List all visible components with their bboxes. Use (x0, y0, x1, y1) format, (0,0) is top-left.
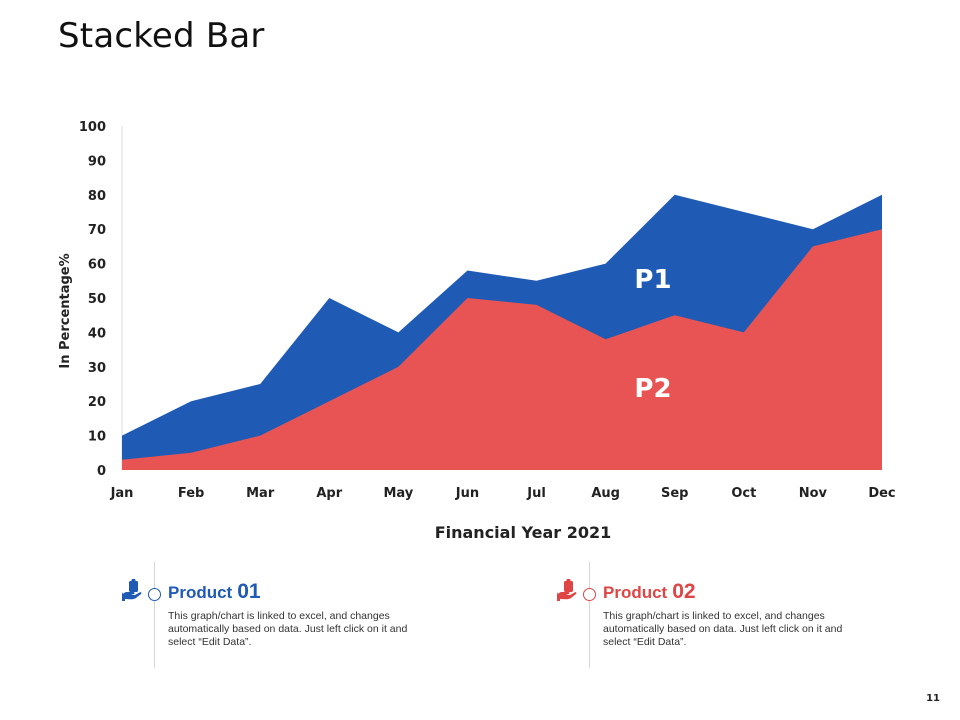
x-axis-ticks: Jan Feb Mar Apr May Jun Jul Aug Sep Oct Nov Dec (110, 486, 896, 501)
x-tick-label: Feb (178, 486, 204, 501)
product-01-description: This graph/chart is linked to excel, and… (168, 610, 408, 648)
y-tick-label: 0 (97, 464, 106, 479)
product-02-number: 02 (672, 580, 696, 603)
y-tick-label: 40 (88, 326, 106, 341)
y-tick-label: 20 (88, 395, 106, 410)
x-tick-label: Nov (799, 486, 828, 501)
x-tick-label: Oct (731, 486, 756, 501)
x-tick-label: Jul (526, 486, 546, 501)
series-label-p2: P2 (634, 374, 671, 404)
product-01-number: 01 (237, 580, 261, 603)
divider-line (589, 562, 590, 668)
plot-area (121, 126, 882, 471)
x-tick-label: Sep (661, 486, 689, 501)
y-tick-label: 80 (88, 189, 106, 204)
y-axis-title: In Percentage% (58, 253, 73, 368)
product-02-heading: Product 02 (603, 580, 696, 604)
y-tick-label: 70 (88, 223, 106, 238)
slide-title: Stacked Bar (58, 16, 265, 56)
product-01-word: Product (168, 583, 233, 602)
x-tick-label: Mar (246, 486, 275, 501)
hand-clipboard-icon (557, 579, 577, 601)
product-02-card: Product 02 This graph/chart is linked to … (555, 562, 855, 668)
x-tick-label: Jan (110, 486, 134, 501)
marker-ring (583, 588, 596, 601)
y-axis-ticks: 0 10 20 30 40 50 60 70 80 90 100 (79, 120, 106, 479)
divider-line (154, 562, 155, 668)
marker-ring (148, 588, 161, 601)
x-tick-label: Aug (591, 486, 620, 501)
product-02-word: Product (603, 583, 668, 602)
y-tick-label: 10 (88, 430, 106, 445)
x-axis-title: Financial Year 2021 (435, 523, 612, 542)
series-label-p1: P1 (634, 265, 671, 295)
x-tick-label: Dec (868, 486, 895, 501)
x-tick-label: Apr (316, 486, 342, 501)
y-tick-label: 60 (88, 258, 106, 273)
y-tick-label: 30 (88, 361, 106, 376)
x-tick-label: May (383, 486, 413, 501)
product-01-heading: Product 01 (168, 580, 261, 604)
hand-clipboard-icon (122, 579, 142, 601)
page-number: 11 (926, 693, 940, 704)
area-series-p2[interactable] (122, 229, 882, 470)
y-tick-label: 90 (88, 154, 106, 169)
product-01-card: Product 01 This graph/chart is linked to … (120, 562, 420, 668)
x-tick-label: Jun (455, 486, 479, 501)
product-02-description: This graph/chart is linked to excel, and… (603, 610, 843, 648)
y-tick-label: 100 (79, 120, 106, 135)
y-tick-label: 50 (88, 292, 106, 307)
area-chart[interactable]: 0 10 20 30 40 50 60 70 80 90 100 Jan Feb Mar Apr May Ju… (0, 0, 960, 560)
